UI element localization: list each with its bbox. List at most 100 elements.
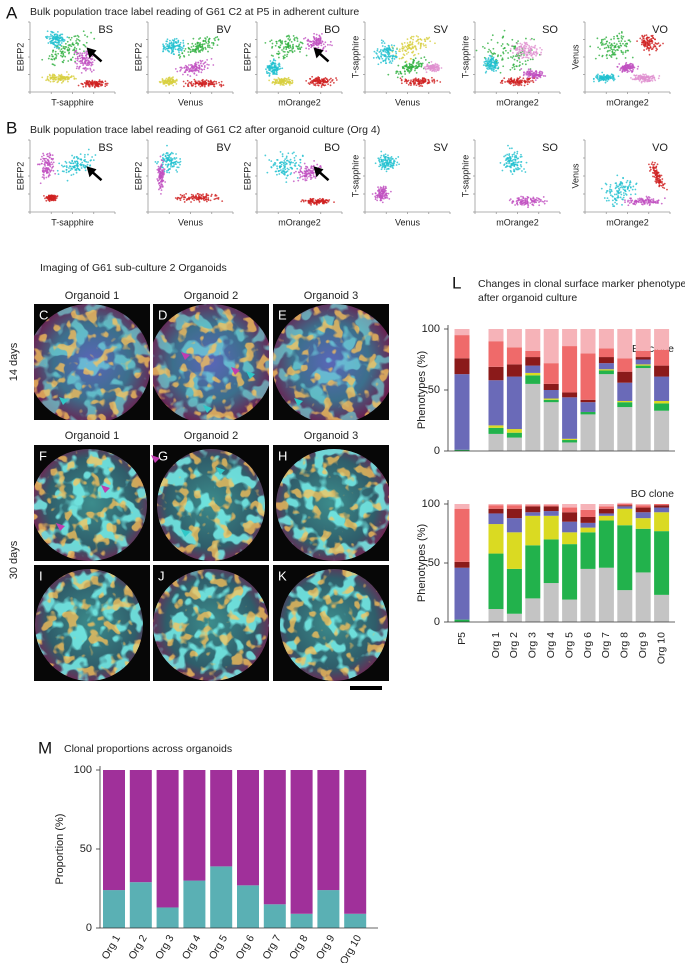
flow-dot — [284, 83, 287, 85]
flow-dot — [392, 54, 394, 57]
flow-dot — [77, 57, 79, 60]
flow-dot — [201, 47, 204, 49]
flow-dot — [84, 66, 87, 69]
flow-dot — [268, 66, 271, 69]
flow-dot — [304, 171, 307, 174]
flow-dot — [380, 56, 383, 58]
flow-dot — [74, 160, 77, 163]
flow-dot — [606, 40, 609, 43]
flow-dot — [380, 154, 383, 157]
flow-dot — [517, 55, 520, 58]
flow-dot — [424, 67, 427, 70]
flow-dot — [298, 43, 301, 46]
flow-dot — [53, 196, 56, 198]
panel-title: after organoid culture — [478, 292, 577, 304]
flow-dot — [201, 59, 204, 62]
flow-dot — [526, 78, 528, 80]
flow-dot — [95, 83, 98, 85]
flow-dot — [399, 71, 402, 74]
flow-dot — [541, 200, 544, 203]
flow-dot — [272, 59, 275, 62]
flow-dot — [399, 77, 402, 80]
flow-dot — [635, 74, 638, 77]
flow-dot — [76, 59, 79, 62]
flow-dot — [519, 50, 522, 53]
flow-dot — [300, 200, 303, 203]
flow-dot — [316, 78, 319, 80]
flow-dot — [604, 81, 607, 84]
flow-dot — [517, 199, 520, 202]
flow-dot — [277, 50, 280, 53]
flow-dot — [78, 60, 81, 63]
flow-dot — [499, 81, 502, 84]
flow-dot — [418, 82, 421, 85]
flow-dot — [512, 51, 514, 54]
flow-dot — [532, 74, 534, 76]
flow-dot — [433, 81, 436, 84]
flow-dot — [634, 76, 637, 79]
flow-dot — [273, 65, 276, 67]
flow-dot — [43, 158, 45, 160]
flow-dot — [319, 39, 322, 42]
flow-dot — [295, 161, 298, 164]
flow-dot — [165, 161, 168, 163]
flow-dot — [387, 73, 390, 76]
flow-dot — [175, 37, 178, 40]
flow-dot — [636, 40, 638, 43]
flow-dot — [186, 79, 189, 82]
flow-dot — [75, 169, 78, 172]
flow-dot — [525, 161, 528, 164]
flow-dot — [635, 183, 638, 186]
flow-dot — [315, 43, 318, 46]
flow-dot — [379, 194, 382, 197]
flow-dot — [175, 157, 178, 159]
flow-dot — [519, 64, 521, 67]
flow-dot — [615, 193, 618, 196]
arrow — [91, 171, 103, 182]
flow-dot — [309, 199, 312, 202]
flow-dot — [205, 81, 208, 84]
flow-dot — [534, 79, 537, 82]
flow-dot — [379, 197, 382, 200]
flow-dot — [643, 34, 646, 37]
flow-dot — [500, 80, 503, 82]
flow-plot — [600, 161, 668, 208]
flow-dot — [516, 51, 519, 54]
flow-dot — [284, 43, 287, 45]
flow-dot — [310, 204, 312, 206]
flow-dot — [525, 56, 527, 59]
x-axis-label: Venus — [395, 97, 421, 107]
flow-dot — [501, 82, 504, 85]
flow-dot — [84, 158, 86, 161]
flow-plot — [372, 35, 443, 88]
flow-dot — [162, 45, 165, 48]
flow-dot — [285, 78, 288, 81]
flow-dot — [283, 51, 286, 53]
flow-dot — [198, 66, 201, 69]
flow-dot — [527, 50, 530, 53]
flow-dot — [299, 158, 302, 161]
flow-dot — [528, 53, 531, 56]
flow-dot — [521, 200, 524, 202]
flow-dot — [280, 169, 282, 171]
flow-dot — [306, 43, 309, 46]
flow-dot — [313, 79, 316, 81]
flow-dot — [295, 45, 298, 48]
flow-dot — [318, 79, 321, 82]
flow-dot — [205, 198, 208, 201]
flow-dot — [406, 38, 409, 41]
flow-dot — [384, 158, 387, 161]
flow-dot — [407, 51, 410, 54]
flow-dot — [320, 86, 323, 88]
flow-dot — [525, 45, 528, 48]
flow-dot — [413, 82, 416, 85]
flow-dot — [271, 67, 274, 70]
flow-dot — [85, 68, 88, 70]
flow-dot — [618, 183, 621, 186]
flow-dot — [437, 69, 440, 72]
flow-dot — [518, 46, 521, 48]
flow-dot — [527, 68, 530, 71]
flow-dot — [175, 153, 177, 155]
flow-dot — [517, 56, 520, 59]
flow-dot — [196, 196, 199, 199]
